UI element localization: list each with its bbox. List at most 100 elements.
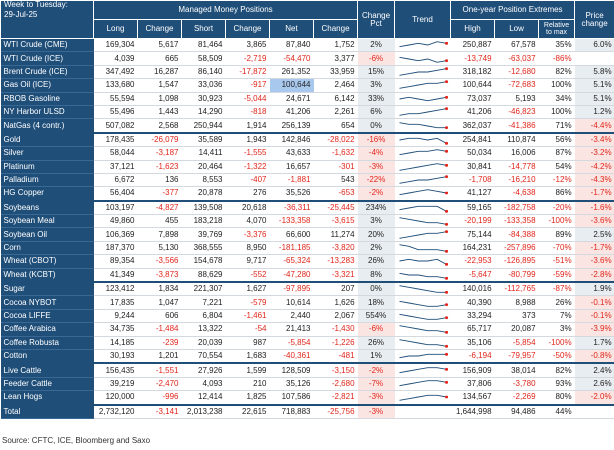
cell-net: 21,413 — [269, 322, 314, 337]
cell-low: -46,823 — [494, 105, 539, 120]
sparkline-last-point — [444, 125, 448, 129]
sparkline-svg — [398, 229, 448, 239]
cell-chl: 455 — [137, 214, 182, 229]
sparkline-line — [398, 137, 447, 144]
cell-price: -3.6% — [574, 214, 614, 229]
table-row: Silver 58,044 -3,187 14,411 -1,555 43,633 -1,6… — [0, 146, 614, 161]
sparkline-line — [398, 285, 447, 294]
cell-chn: 2,067 — [313, 309, 358, 324]
header-managed-money: Managed Money Positions — [92, 0, 359, 20]
cell-price: 5.8% — [574, 65, 614, 80]
sparkline-line — [398, 96, 447, 101]
cell-chn: -25,445 — [313, 199, 358, 216]
market-name: Cocoa LIFFE — [0, 309, 94, 324]
sparkline-svg — [398, 121, 448, 129]
cell-chn: -25,756 — [313, 403, 358, 419]
cell-pct: 2% — [357, 241, 395, 256]
trend-sparkline — [394, 78, 451, 93]
cell-rel: 34% — [538, 92, 575, 106]
cell-price: -0.1% — [574, 309, 614, 324]
sparkline-last-point — [444, 192, 448, 195]
table-row: Soybean Meal 49,860 455 183,218 4,070 -133,35… — [0, 214, 614, 229]
sparkline-last-point — [444, 263, 448, 267]
sparkline-line — [398, 380, 447, 387]
sparkline-svg — [398, 285, 448, 294]
cell-low: -79,957 — [494, 349, 539, 364]
cell-short: 183,218 — [181, 214, 226, 229]
cell-chs: -818 — [225, 105, 270, 120]
trend-sparkline — [394, 254, 451, 269]
cell-high: 59,165 — [450, 199, 495, 216]
sparkline-last-point — [444, 276, 448, 280]
trend-sparkline — [394, 92, 451, 106]
market-name: Wheat (KCBT) — [0, 268, 94, 283]
cell-pct: 8% — [357, 268, 395, 283]
cell-long: 2,732,120 — [93, 403, 138, 419]
cell-high: 134,567 — [450, 390, 495, 406]
sparkline-line — [398, 366, 447, 373]
cell-long: 49,860 — [93, 214, 138, 229]
sparkline-line — [398, 230, 447, 239]
cell-short: 154,678 — [181, 254, 226, 269]
cell-chn: 6,142 — [313, 92, 358, 106]
trend-sparkline — [394, 214, 451, 229]
cell-chn: -13,283 — [313, 254, 358, 269]
cell-pct: 0% — [357, 118, 395, 134]
sparkline-last-point — [444, 95, 448, 99]
header-change-pct-line2: Pct — [370, 18, 382, 28]
market-name: NY Harbor ULSD — [0, 105, 94, 120]
table-row: Lean Hogs 120,000 -996 12,414 1,825 107,586 -2… — [0, 390, 614, 406]
sparkline-svg — [398, 300, 448, 307]
sparkline-line — [398, 108, 447, 116]
cell-net: -40,361 — [269, 349, 314, 364]
cell-low: -182,758 — [494, 199, 539, 216]
cell-chn: 2,261 — [313, 105, 358, 120]
table-row: Cocoa NYBOT 17,835 1,047 7,221 -579 10,614 1,6… — [0, 295, 614, 310]
table-row: Coffee Robusta 14,185 -239 20,039 987 -5,854-… — [0, 336, 614, 350]
trend-sparkline — [394, 227, 451, 242]
table-row: Gas Oil (ICE) 133,680 1,547 33,036 -917 100,6… — [0, 78, 614, 93]
market-name: WTI Crude (ICE) — [0, 51, 94, 66]
cell-chl: 7,898 — [137, 227, 182, 242]
market-name: Palladium — [0, 173, 94, 188]
cell-long: 55,496 — [93, 105, 138, 120]
sparkline-svg — [398, 244, 448, 253]
trend-sparkline — [394, 268, 451, 283]
cell-high: 1,644,998 — [450, 403, 495, 419]
cell-low: -2,269 — [494, 390, 539, 406]
trend-sparkline — [394, 390, 451, 406]
cell-chs: -552 — [225, 268, 270, 283]
cell-high: 318,182 — [450, 65, 495, 80]
sparkline-last-point — [444, 80, 448, 84]
cell-rel: -20% — [538, 199, 575, 216]
cell-chl: -1,623 — [137, 160, 182, 174]
trend-sparkline — [394, 309, 451, 324]
cell-net: 24,671 — [269, 92, 314, 106]
trend-sparkline — [394, 173, 451, 188]
cell-low: -63,037 — [494, 51, 539, 66]
sparkline-svg — [398, 205, 448, 213]
cell-high: 100,644 — [450, 78, 495, 93]
cell-high: 75,144 — [450, 227, 495, 242]
cell-net: 128,509 — [269, 362, 314, 378]
cell-pct: -2% — [357, 362, 395, 378]
table-row: NY Harbor ULSD 55,496 1,443 14,290 -818 41,20… — [0, 105, 614, 120]
trend-sparkline — [394, 38, 451, 53]
cell-chs: 1,943 — [225, 131, 270, 148]
sparkline-last-point — [444, 353, 448, 356]
cell-chl: -3,187 — [137, 146, 182, 161]
sparkline-last-point — [444, 316, 448, 320]
cell-net: -181,185 — [269, 241, 314, 256]
cell-price: 2.5% — [574, 227, 614, 242]
cell-chs: 1,914 — [225, 118, 270, 134]
cell-price: -4.4% — [574, 118, 614, 134]
cell-low: -72,683 — [494, 78, 539, 93]
cell-low: -14,778 — [494, 160, 539, 174]
cell-chs: 9,717 — [225, 254, 270, 269]
cell-low: -5,854 — [494, 336, 539, 350]
cell-pct: 26% — [357, 336, 395, 350]
cell-rel: -100% — [538, 214, 575, 229]
sparkline-svg — [398, 41, 448, 48]
table-row: Gold 178,435 -26,079 35,589 1,943 142,846 -28,… — [0, 131, 614, 148]
cell-low: -84,388 — [494, 227, 539, 242]
